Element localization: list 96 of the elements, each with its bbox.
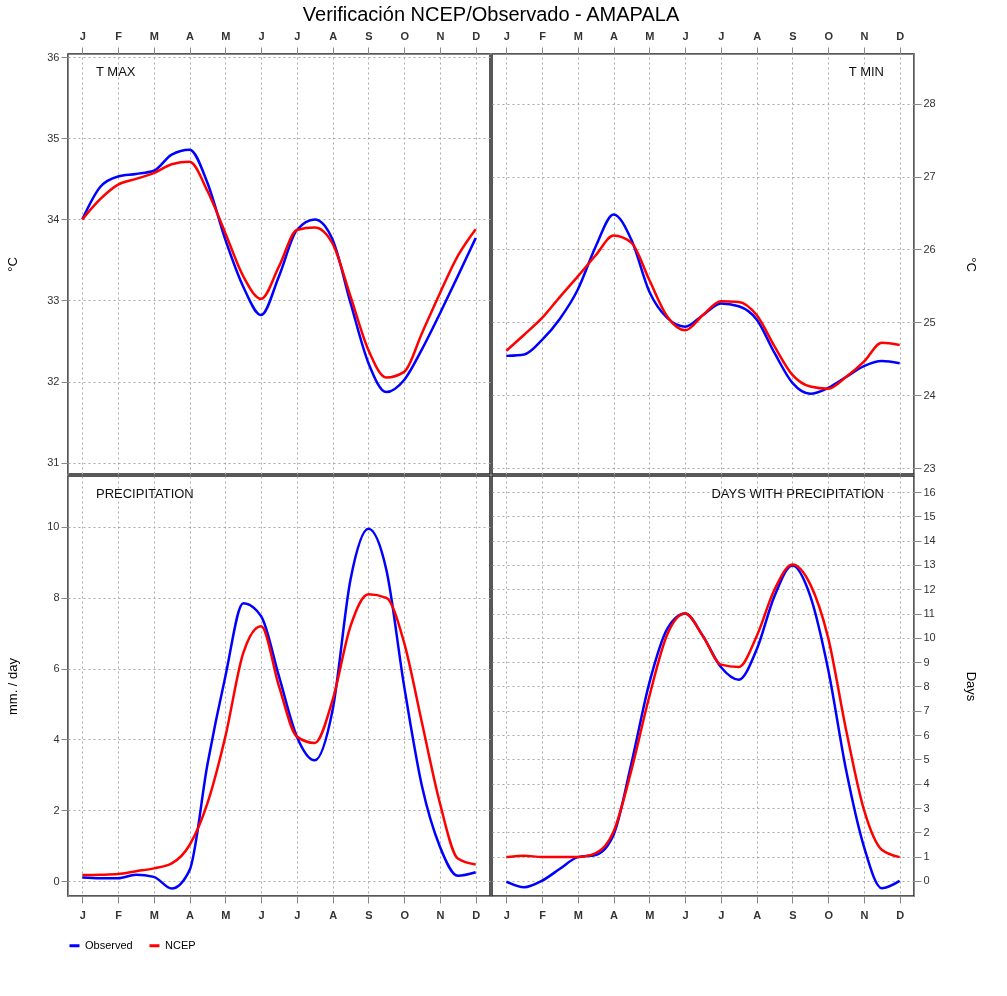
text: PRECIPITATION [96,486,194,501]
x-tick-label: F [115,29,123,42]
y-axis-title: Days [963,671,979,702]
y-tick-label: 36 [47,50,60,63]
y-tick-label: 12 [923,582,936,595]
x-tick-label: M [645,908,655,921]
y-tick-label: 33 [47,293,60,306]
line-series [81,593,477,877]
x-tick-label: D [472,29,481,42]
y-tick-label: 35 [47,131,60,144]
x-tick-label: S [789,29,797,42]
x-tick-label: N [436,29,445,42]
x-tick-label: J [79,29,86,42]
x-tick-label: M [645,29,655,42]
y-tick-label: 24 [923,388,936,401]
x-tick-label: J [79,908,86,921]
x-tick-label: F [115,908,123,921]
x-tick-label: M [221,908,231,921]
y-tick-label: 31 [47,456,60,469]
y-tick-label: 6 [923,728,930,741]
y-tick-label: 32 [47,375,60,388]
y-tick-label: 16 [923,485,936,498]
y-axis-title: °C [963,257,979,272]
x-tick-label: J [503,908,510,921]
y-tick-label: 13 [923,558,936,571]
y-tick-label: 14 [923,534,936,547]
x-tick-label: F [539,908,547,921]
x-tick-label: O [824,29,834,42]
x-tick-label: J [503,29,510,42]
x-tick-label: O [824,908,834,921]
y-tick-label: 25 [923,315,936,328]
legend-label: Observed [85,938,133,951]
y-tick-label: 6 [53,662,60,675]
x-tick-label: J [718,908,725,921]
x-tick-label: M [573,29,583,42]
y-tick-label: 3 [923,801,930,814]
x-tick-label: A [329,908,338,921]
y-axis-title: °C [4,257,20,272]
x-tick-label: D [896,908,905,921]
x-tick-label: J [258,908,265,921]
x-tick-label: J [718,29,725,42]
text: T MAX [96,64,136,79]
y-tick-label: 15 [923,509,936,522]
x-tick-label: J [294,29,301,42]
x-tick-label: M [149,29,159,42]
y-tick-label: 28 [923,97,936,110]
x-tick-label: A [610,29,619,42]
x-tick-label: A [753,29,762,42]
x-tick-label: N [860,29,869,42]
x-tick-label: D [896,29,905,42]
x-tick-label: S [365,908,373,921]
x-tick-label: J [294,908,301,921]
y-tick-label: 8 [923,679,930,692]
x-tick-label: M [221,29,231,42]
y-tick-label: 10 [47,520,60,533]
y-tick-label: 4 [53,732,60,745]
x-tick-label: A [186,908,195,921]
x-tick-label: S [365,29,373,42]
y-tick-label: 27 [923,170,936,182]
x-tick-label: N [436,908,445,921]
y-tick-label: 11 [923,607,935,620]
y-tick-label: 26 [923,242,936,255]
y-tick-label: 2 [53,803,60,816]
x-tick-label: A [329,29,338,42]
x-tick-label: J [258,29,265,42]
line-series [81,527,477,890]
y-tick-label: 1 [923,850,930,863]
y-tick-label: 10 [923,631,936,644]
x-tick-label: N [860,908,869,921]
x-tick-label: M [573,908,583,921]
y-tick-label: 5 [923,752,930,765]
x-tick-label: O [400,29,410,42]
text: Verificación NCEP/Observado - AMAPALA [302,3,680,26]
text: DAYS WITH PRECIPITATION [711,486,884,501]
x-tick-label: A [186,29,195,42]
x-tick-label: A [610,908,619,921]
x-tick-label: J [682,29,689,42]
x-tick-label: O [400,908,410,921]
y-tick-label: 8 [53,591,60,604]
x-tick-label: M [149,908,159,921]
x-tick-label: S [789,908,797,921]
y-tick-label: 0 [923,874,930,887]
y-tick-label: 9 [923,655,930,668]
x-tick-label: A [753,908,762,921]
y-tick-label: 7 [923,704,930,717]
y-tick-label: 4 [923,777,930,790]
y-tick-label: 34 [47,212,60,225]
x-tick-label: J [682,908,689,921]
y-axis-title: mm. / day [4,657,20,716]
y-tick-label: 0 [53,874,60,887]
y-tick-label: 2 [923,825,930,838]
x-tick-label: D [472,908,481,921]
text: T MIN [848,64,884,79]
legend-label: NCEP [165,938,196,951]
x-tick-label: F [539,29,547,42]
y-tick-label: 23 [923,461,936,474]
